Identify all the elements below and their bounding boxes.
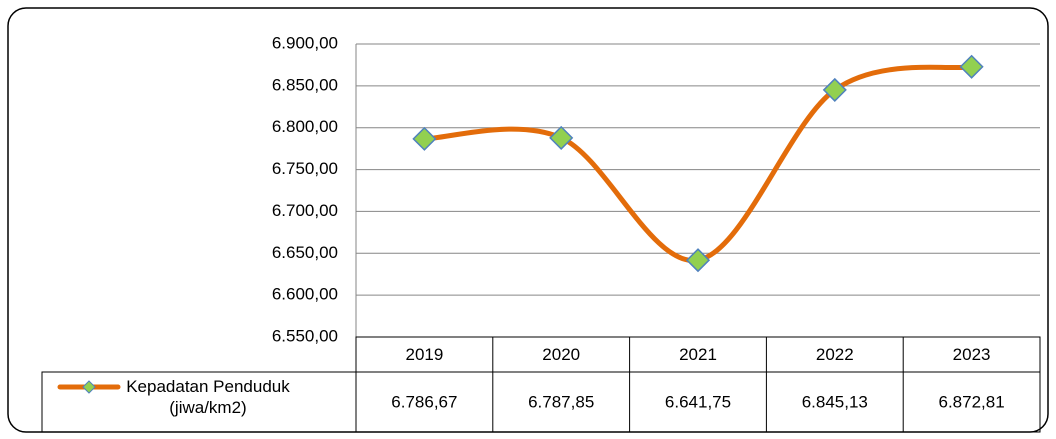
y-tick-label: 6.550,00	[272, 326, 338, 345]
table-cell	[41, 371, 1041, 433]
x-tick-label: 2021	[679, 345, 717, 364]
marker	[685, 248, 711, 273]
marker	[549, 125, 574, 150]
table-value: 6.787,85	[528, 392, 594, 411]
y-tick-label: 6.650,00	[272, 243, 338, 262]
table-value: 6.845,13	[802, 392, 868, 411]
marker	[959, 54, 984, 79]
table-value: 6.641,75	[665, 392, 731, 411]
x-tick-label: 2020	[542, 345, 580, 364]
table-value: 6.786,67	[391, 392, 457, 411]
marker	[822, 77, 847, 102]
y-tick-label: 6.800,00	[272, 117, 338, 136]
marker	[412, 126, 437, 151]
legend-box: Kepadatan Penduduk (jiwa/km2)	[126, 377, 290, 417]
y-tick-label: 6.900,00	[272, 33, 338, 52]
legend-label: Kepadatan Penduduk (jiwa/km2)	[126, 377, 290, 417]
x-tick-label: 2022	[816, 345, 854, 364]
y-tick-label: 6.600,00	[272, 285, 338, 304]
x-tick-label: 2019	[405, 345, 443, 364]
x-tick-label: 2023	[953, 345, 991, 364]
y-tick-label: 6.750,00	[272, 159, 338, 178]
y-tick-label: 6.850,00	[272, 75, 338, 94]
y-tick-label: 6.700,00	[272, 201, 338, 220]
table-value: 6.872,81	[939, 392, 1005, 411]
legend-marker	[82, 380, 96, 394]
